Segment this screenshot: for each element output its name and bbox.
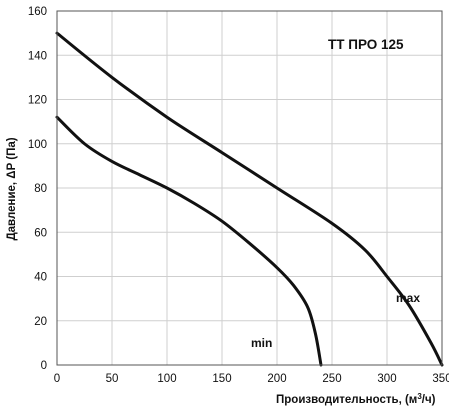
series-line-min xyxy=(55,115,323,367)
x-axis-label-superscript: 3 xyxy=(417,392,422,401)
x-axis-label: Производительность, (м3/ч) xyxy=(276,392,436,406)
x-tick-label: 100 xyxy=(157,373,176,385)
y-tick-label: 20 xyxy=(34,316,47,328)
x-tick-label: 250 xyxy=(322,373,341,385)
x-tick-label: 0 xyxy=(54,373,60,385)
series-label-min: min xyxy=(251,336,272,350)
y-axis-ticks: 0 20 40 60 80 100 120 140 160 xyxy=(28,6,47,372)
x-tick-label: 50 xyxy=(106,373,119,385)
y-tick-label: 100 xyxy=(28,139,47,151)
series-label-max: max xyxy=(396,291,420,305)
x-tick-label: 300 xyxy=(377,373,396,385)
x-axis-label-main: Производительность, (м xyxy=(276,394,417,406)
y-tick-label: 0 xyxy=(41,360,47,372)
y-tick-label: 140 xyxy=(28,50,47,62)
chart-title: TT ПРО 125 xyxy=(328,37,404,52)
x-axis-label-suffix: /ч) xyxy=(422,394,436,406)
series-line-max xyxy=(55,31,444,367)
x-tick-label: 350 xyxy=(432,373,449,385)
curves xyxy=(55,31,444,367)
y-tick-label: 80 xyxy=(34,183,47,195)
y-tick-label: 160 xyxy=(28,6,47,18)
y-tick-label: 40 xyxy=(34,272,47,284)
x-axis-ticks: 0 50 100 150 200 250 300 350 xyxy=(54,373,449,385)
x-tick-label: 200 xyxy=(267,373,286,385)
y-tick-label: 120 xyxy=(28,95,47,107)
x-tick-label: 150 xyxy=(212,373,231,385)
y-axis-label: Давление, ΔP (Па) xyxy=(6,137,18,240)
y-tick-label: 60 xyxy=(34,227,47,239)
plot-frame xyxy=(56,10,443,366)
